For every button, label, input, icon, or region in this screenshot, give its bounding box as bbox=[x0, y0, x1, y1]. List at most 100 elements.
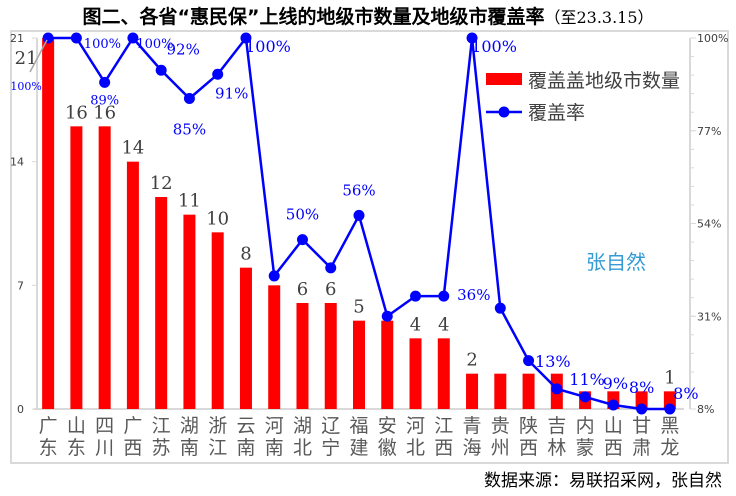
coverage-point-广东 bbox=[42, 32, 54, 44]
line-data-label: 50% bbox=[286, 206, 319, 224]
bar-湖北 bbox=[296, 303, 309, 409]
source-note: 数据来源：易联招采网，张自然 bbox=[484, 471, 722, 491]
line-data-label: 91% bbox=[215, 84, 248, 102]
right-tick-label: 8% bbox=[697, 403, 714, 416]
x-tick-label: 辽 bbox=[321, 415, 340, 437]
line-data-label: 13% bbox=[535, 352, 571, 371]
x-tick-label: 北 bbox=[406, 437, 425, 459]
bar-云南 bbox=[239, 267, 252, 409]
left-tick-label: 0 bbox=[17, 403, 24, 416]
coverage-point-四川 bbox=[99, 76, 111, 88]
watermark: 张自然 bbox=[586, 250, 646, 274]
coverage-point-河北 bbox=[410, 290, 422, 302]
bar-data-label: 16 bbox=[93, 102, 116, 123]
bar-四川 bbox=[98, 126, 111, 409]
line-data-label: 9% bbox=[603, 374, 628, 393]
bar-data-label: 4 bbox=[410, 314, 421, 335]
x-tick-label: 江 bbox=[152, 415, 171, 437]
coverage-point-青海 bbox=[466, 32, 478, 44]
bar-广东 bbox=[42, 38, 55, 409]
line-data-label: 36% bbox=[457, 286, 490, 304]
x-tick-label: 青 bbox=[463, 415, 482, 437]
line-data-label: 100% bbox=[10, 80, 41, 93]
x-tick-label: 宁 bbox=[321, 437, 340, 459]
title-date: （至23.3.15） bbox=[544, 8, 654, 27]
x-tick-label: 云 bbox=[236, 415, 255, 437]
x-tick-label: 湖 bbox=[180, 415, 199, 437]
x-tick-label: 陕 bbox=[519, 415, 538, 437]
line-data-label: 100% bbox=[136, 37, 173, 52]
coverage-point-山西 bbox=[607, 399, 619, 411]
coverage-point-湖北 bbox=[296, 234, 308, 246]
line-data-label: 100% bbox=[245, 37, 291, 56]
line-data-label: 100% bbox=[471, 37, 517, 56]
legend-line-label: 覆盖率 bbox=[528, 102, 585, 124]
coverage-point-云南 bbox=[240, 32, 252, 44]
line-data-label: 56% bbox=[342, 181, 375, 199]
right-tick-label: 31% bbox=[697, 310, 721, 323]
x-tick-label: 西 bbox=[519, 437, 538, 459]
coverage-point-江西 bbox=[438, 290, 450, 302]
legend-line-marker bbox=[498, 106, 510, 118]
coverage-point-辽宁 bbox=[325, 262, 337, 274]
x-tick-label: 北 bbox=[293, 437, 312, 459]
x-tick-label: 浙 bbox=[208, 415, 227, 437]
coverage-point-陕西 bbox=[523, 355, 535, 367]
x-tick-label: 南 bbox=[236, 437, 255, 459]
coverage-point-黑龙 bbox=[664, 403, 676, 415]
right-tick-label: 77% bbox=[697, 125, 721, 138]
coverage-point-安徽 bbox=[381, 310, 393, 322]
line-data-label: 8% bbox=[629, 378, 654, 397]
legend-bar-swatch bbox=[486, 73, 522, 85]
bar-data-label: 6 bbox=[325, 279, 336, 300]
x-tick-label: 南 bbox=[265, 437, 284, 459]
x-tick-label: 吉 bbox=[547, 415, 566, 437]
x-tick-label: 州 bbox=[491, 437, 510, 459]
bar-青海 bbox=[466, 373, 479, 409]
line-data-label: 11% bbox=[569, 370, 605, 389]
x-tick-label: 山 bbox=[604, 415, 623, 437]
bar-江西 bbox=[437, 338, 450, 409]
x-tick-label: 东 bbox=[39, 437, 58, 459]
x-tick-label: 西 bbox=[123, 437, 142, 459]
bar-data-label: 12 bbox=[150, 173, 173, 194]
x-tick-label: 广 bbox=[39, 415, 58, 437]
x-tick-label: 肃 bbox=[632, 437, 651, 459]
coverage-point-河南 bbox=[268, 270, 280, 282]
bar-data-label: 4 bbox=[438, 314, 449, 335]
x-tick-label: 广 bbox=[123, 415, 142, 437]
bar-安徽 bbox=[381, 320, 394, 409]
bar-data-label: 16 bbox=[65, 102, 88, 123]
bar-data-label: 10 bbox=[206, 208, 229, 229]
coverage-point-福建 bbox=[353, 209, 365, 221]
x-tick-label: 黑 bbox=[660, 415, 679, 437]
left-tick-label: 7 bbox=[17, 279, 24, 292]
x-tick-label: 南 bbox=[180, 437, 199, 459]
coverage-point-江苏 bbox=[155, 64, 167, 76]
label-leader-line bbox=[29, 39, 48, 73]
bar-河南 bbox=[268, 285, 281, 409]
x-tick-label: 海 bbox=[463, 437, 482, 459]
x-tick-label: 贵 bbox=[491, 415, 510, 437]
x-tick-label: 东 bbox=[67, 437, 86, 459]
line-data-label: 92% bbox=[167, 40, 200, 58]
bar-湖南 bbox=[183, 214, 196, 409]
chart-title: 图二、各省“惠民保”上线的地级市数量及地级市覆盖率（至23.3.15） bbox=[0, 2, 736, 29]
bar-data-label: 14 bbox=[121, 138, 144, 159]
line-data-label: 89% bbox=[90, 93, 119, 108]
bar-广西 bbox=[126, 161, 139, 409]
coverage-point-广西 bbox=[127, 32, 139, 44]
bar-福建 bbox=[353, 320, 365, 409]
coverage-point-内蒙 bbox=[579, 391, 591, 403]
x-tick-label: 川 bbox=[95, 437, 114, 459]
right-tick-label: 54% bbox=[697, 218, 721, 231]
bar-data-label: 2 bbox=[466, 350, 477, 371]
legend-bar-label: 覆盖盖地级市数量 bbox=[528, 70, 680, 92]
x-tick-label: 苏 bbox=[152, 437, 171, 459]
line-data-label: 8% bbox=[673, 384, 698, 403]
right-tick-label: 100% bbox=[697, 32, 728, 45]
bar-data-label: 5 bbox=[353, 297, 364, 318]
x-tick-label: 湖 bbox=[293, 415, 312, 437]
line-data-label: 85% bbox=[173, 120, 206, 138]
coverage-point-贵州 bbox=[494, 302, 506, 314]
